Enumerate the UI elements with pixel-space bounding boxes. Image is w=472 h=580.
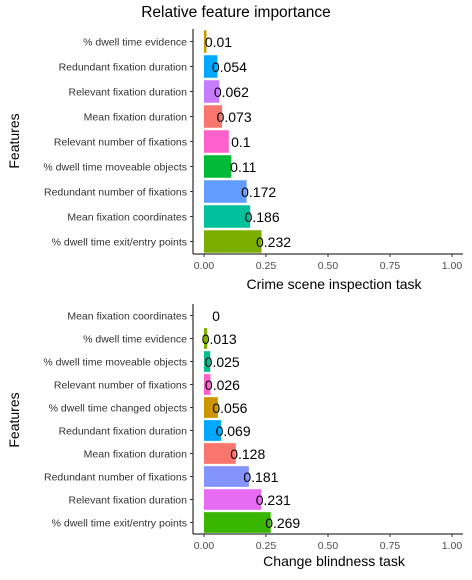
bar-2 xyxy=(204,55,218,78)
bar-5 xyxy=(204,397,218,418)
x-tick-label: 1.00 xyxy=(442,540,463,552)
data-label: 0.172 xyxy=(241,184,276,200)
x-tick-label: 0.75 xyxy=(380,260,401,272)
bar-6 xyxy=(204,155,232,178)
data-label: 0.231 xyxy=(256,492,291,508)
bar-4 xyxy=(204,105,223,128)
y-tick-label: % dwell time exit/entry points xyxy=(52,518,187,530)
bar-6 xyxy=(204,420,222,441)
bar-3 xyxy=(204,351,211,372)
bar-7 xyxy=(204,443,236,464)
x-tick-label: 0.00 xyxy=(194,540,215,552)
x-tick-label: 0.00 xyxy=(194,260,215,272)
y-tick-label: Redundant number of fixations xyxy=(44,187,187,199)
chart-title: Relative feature importance xyxy=(141,4,331,21)
bar-7 xyxy=(204,180,247,203)
y-tick-label: Mean fixation duration xyxy=(84,112,187,124)
x-tick-label: 0.25 xyxy=(256,540,277,552)
data-label: 0.269 xyxy=(265,515,300,531)
y-tick-label: Relevant fixation duration xyxy=(69,87,188,99)
bar-5 xyxy=(204,130,229,153)
x-axis-title: Change blindness task xyxy=(263,553,406,569)
bar-8 xyxy=(204,466,249,487)
y-axis-title: Features xyxy=(6,113,22,168)
data-label: 0.232 xyxy=(256,234,291,250)
bar-9 xyxy=(204,230,262,253)
x-tick-label: 0.75 xyxy=(380,540,401,552)
data-label: 0.025 xyxy=(205,354,240,370)
data-label: 0.01 xyxy=(205,34,232,50)
bar-4 xyxy=(204,374,211,395)
y-tick-label: Redundant fixation duration xyxy=(59,426,188,438)
y-tick-label: Relevant number of fixations xyxy=(54,137,187,149)
data-label: 0.069 xyxy=(216,423,251,439)
data-label: 0.186 xyxy=(245,209,280,225)
data-label: 0.073 xyxy=(217,109,252,125)
y-tick-label: Mean fixation coordinates xyxy=(67,212,187,224)
x-axis-title: Crime scene inspection task xyxy=(246,276,422,292)
data-label: 0.013 xyxy=(202,331,237,347)
bar-9 xyxy=(204,489,262,510)
data-label: 0.026 xyxy=(205,377,240,393)
bar-10 xyxy=(204,512,271,533)
data-label: 0.054 xyxy=(212,59,247,75)
x-tick-label: 0.50 xyxy=(318,540,339,552)
y-tick-label: % dwell time exit/entry points xyxy=(52,237,187,249)
y-axis-title: Features xyxy=(6,392,22,447)
x-tick-label: 1.00 xyxy=(442,260,463,272)
y-tick-label: % dwell time moveable objects xyxy=(43,162,187,174)
y-tick-label: % dwell time moveable objects xyxy=(43,357,187,369)
y-tick-label: Mean fixation duration xyxy=(84,449,187,461)
data-label: 0.062 xyxy=(214,84,249,100)
y-tick-label: Relevant number of fixations xyxy=(54,380,187,392)
y-tick-label: Mean fixation coordinates xyxy=(67,311,187,323)
y-tick-label: Relevant fixation duration xyxy=(69,495,188,507)
y-tick-label: % dwell time evidence xyxy=(83,334,187,346)
y-tick-label: % dwell time changed objects xyxy=(49,403,187,415)
x-tick-label: 0.25 xyxy=(256,260,277,272)
data-label: 0.056 xyxy=(212,400,247,416)
x-tick-label: 0.50 xyxy=(318,260,339,272)
data-label: 0.128 xyxy=(230,446,265,462)
bar-1 xyxy=(204,30,207,53)
bar-3 xyxy=(204,80,220,103)
data-label: 0.11 xyxy=(230,159,256,175)
bar-2 xyxy=(204,328,208,349)
y-tick-label: Redundant fixation duration xyxy=(59,62,188,74)
y-tick-label: % dwell time evidence xyxy=(83,37,187,49)
y-tick-label: Redundant number of fixations xyxy=(44,472,187,484)
data-label: 0.1 xyxy=(231,134,251,150)
data-label: 0 xyxy=(212,308,220,324)
bar-8 xyxy=(204,205,251,228)
data-label: 0.181 xyxy=(243,469,278,485)
